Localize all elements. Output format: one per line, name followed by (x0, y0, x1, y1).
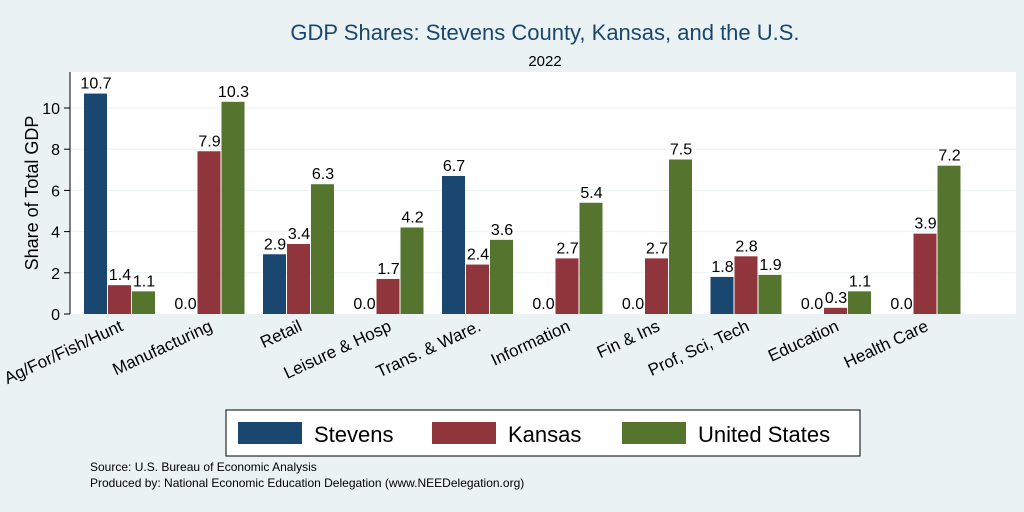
bar-stevens (263, 254, 286, 314)
bar-united-states (937, 165, 961, 314)
bar-kansas (734, 256, 758, 314)
data-label: 2.7 (646, 240, 668, 257)
legend-swatch-stevens (238, 422, 302, 444)
y-tick-label: 10 (42, 101, 60, 118)
bar-united-states (132, 291, 155, 314)
data-label: 7.2 (938, 148, 960, 165)
data-label: 1.1 (849, 273, 871, 290)
legend-swatch-kansas (432, 422, 496, 444)
bar-united-states (490, 239, 513, 314)
legend-label: Kansas (508, 422, 581, 447)
bar-kansas (466, 264, 489, 314)
legend: Stevens Kansas United States (225, 409, 861, 457)
chart-title: GDP Shares: Stevens County, Kansas, and … (290, 20, 799, 45)
data-label: 1.9 (759, 257, 781, 274)
x-tick-label: Health Care (841, 316, 931, 372)
data-label: 3.9 (914, 216, 936, 233)
data-label: 0.3 (825, 290, 847, 307)
y-axis-label: Share of Total GDP (22, 116, 42, 271)
data-label: 3.4 (288, 226, 310, 243)
data-label: 7.9 (198, 133, 220, 150)
x-tick-label: Ag/For/Fish/Hunt (1, 316, 126, 388)
data-label: 0.0 (532, 296, 554, 313)
bar-kansas (824, 307, 847, 314)
data-label: 10.7 (80, 76, 111, 93)
bar-kansas (645, 258, 668, 314)
data-label: 0.0 (174, 296, 196, 313)
bar-united-states (669, 159, 692, 314)
produced-by-note: Produced by: National Economic Education… (90, 476, 525, 490)
bar-kansas (376, 278, 400, 314)
bar-stevens (442, 175, 465, 314)
x-tick-label: Prof, Sci, Tech (645, 316, 752, 379)
y-tick-label: 0 (51, 307, 60, 324)
source-note: Source: U.S. Bureau of Economic Analysis (90, 460, 317, 474)
bar-kansas (913, 233, 937, 314)
bar-kansas (555, 258, 579, 314)
data-label: 0.0 (353, 296, 375, 313)
data-label: 2.9 (264, 236, 286, 253)
y-tick-label: 8 (51, 142, 60, 159)
data-label: 0.0 (801, 296, 823, 313)
bar-united-states (221, 101, 245, 314)
bar-kansas (287, 243, 310, 314)
data-label: 1.8 (711, 259, 733, 276)
y-tick-label: 6 (51, 183, 60, 200)
legend-label: Stevens (314, 422, 394, 447)
legend-swatch-united-states (622, 422, 686, 444)
data-label: 1.7 (377, 261, 399, 278)
x-tick-label: Education (765, 316, 842, 365)
data-label: 0.0 (622, 296, 644, 313)
data-label: 6.3 (312, 166, 334, 183)
bar-stevens (710, 276, 734, 314)
legend-label: United States (698, 422, 830, 447)
bar-stevens (84, 93, 107, 314)
y-tick-label: 2 (51, 266, 60, 283)
y-tick-label: 4 (51, 225, 60, 242)
bar-united-states (758, 274, 782, 314)
data-label: 1.1 (133, 273, 155, 290)
data-label: 6.7 (443, 158, 465, 175)
bar-kansas (108, 285, 131, 314)
x-tick-label: Fin & Ins (594, 316, 663, 362)
bar-united-states (400, 227, 424, 314)
bar-united-states (311, 184, 334, 314)
x-tick-label: Manufacturing (110, 316, 216, 379)
legend-box (225, 409, 861, 457)
chart-subtitle: 2022 (528, 53, 561, 70)
data-label: 2.7 (556, 240, 578, 257)
data-label: 2.4 (467, 247, 489, 264)
bar-united-states (848, 291, 871, 314)
data-label: 7.5 (670, 142, 692, 159)
bar-united-states (579, 202, 603, 314)
data-label: 10.3 (218, 84, 249, 101)
data-label: 2.8 (735, 238, 757, 255)
data-label: 1.4 (109, 267, 131, 284)
x-tick-label: Retail (257, 316, 304, 352)
x-tick-label: Information (488, 316, 573, 369)
data-label: 0.0 (890, 296, 912, 313)
bar-kansas (197, 151, 221, 314)
data-label: 3.6 (491, 222, 513, 239)
data-label: 4.2 (401, 209, 423, 226)
data-label: 5.4 (580, 185, 602, 202)
